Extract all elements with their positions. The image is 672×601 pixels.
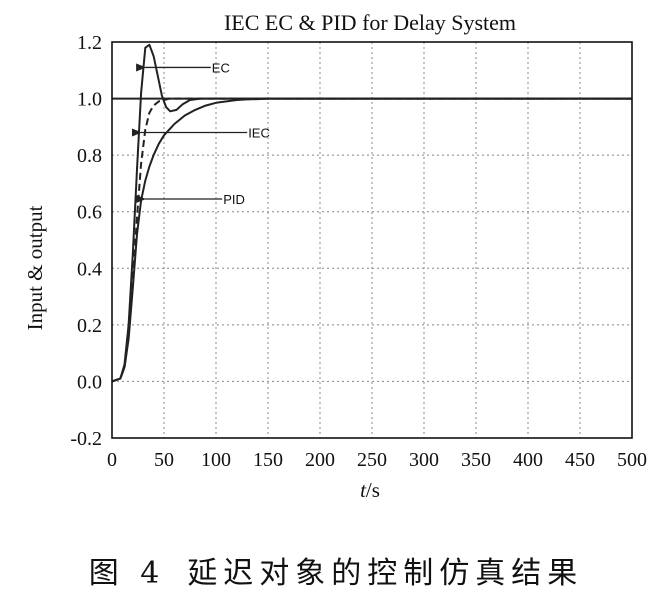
x-tick-label: 200 — [305, 449, 335, 471]
y-tick-label: 0.4 — [77, 258, 102, 280]
x-tick-label: 250 — [357, 449, 387, 471]
x-tick-label: 400 — [513, 449, 543, 471]
annotation-label-iec: IEC — [248, 126, 270, 141]
x-tick-label: 50 — [154, 449, 174, 471]
figure-caption: 图 4 延迟对象的控制仿真结果 — [0, 548, 672, 592]
x-tick-label: 150 — [253, 449, 283, 471]
chart: IEC EC & PID for Delay System 0 50 100 150 2… — [23, 10, 647, 502]
y-tick-label: 0.8 — [77, 145, 102, 167]
y-axis-label: Input & output — [23, 205, 47, 330]
series-line-pid — [111, 97, 632, 383]
x-axis-var: t — [360, 478, 367, 502]
annotations: EC IEC PID — [131, 60, 270, 207]
x-tick-label: 300 — [409, 449, 439, 471]
plot-frame — [111, 41, 633, 439]
x-axis-label: t/s — [360, 478, 380, 502]
x-tick-label: 500 — [617, 449, 647, 471]
grid — [112, 42, 632, 438]
x-tick-label: 350 — [461, 449, 491, 471]
series-layer — [111, 43, 632, 383]
x-axis-unit: /s — [366, 478, 380, 502]
x-tick-label: 450 — [565, 449, 595, 471]
y-tick-label: 1.2 — [77, 32, 102, 54]
y-tick-label: 0.2 — [77, 315, 102, 337]
x-tick-label: 0 — [107, 449, 117, 471]
chart-title: IEC EC & PID for Delay System — [224, 10, 516, 35]
annotation-label-ec: EC — [212, 60, 230, 75]
y-tick-label: 0.6 — [77, 202, 102, 224]
figure-number: 图 4 — [88, 556, 166, 591]
tick-labels: 0 50 100 150 200 250 300 350 400 450 500 -0.2 0.0 0.2… — [70, 32, 647, 471]
annotation-label-pid: PID — [223, 192, 245, 207]
y-tick-label: 1.0 — [77, 89, 102, 111]
y-tick-label: 0.0 — [77, 371, 102, 393]
x-tick-label: 100 — [201, 449, 231, 471]
y-tick-label: -0.2 — [70, 428, 102, 450]
figure-caption-text: 延迟对象的控制仿真结果 — [187, 556, 584, 591]
